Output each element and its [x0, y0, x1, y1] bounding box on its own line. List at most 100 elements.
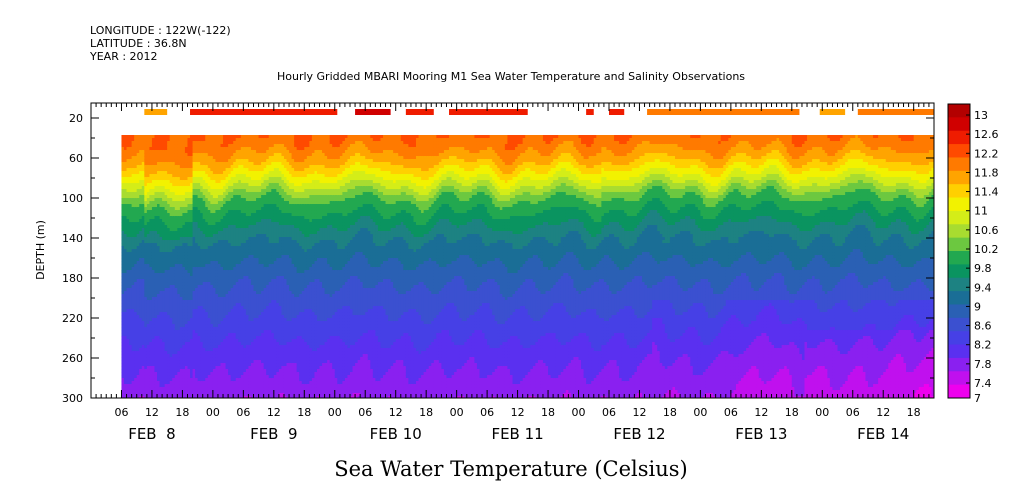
heatmap-cell	[134, 210, 138, 214]
heatmap-cell	[154, 363, 158, 367]
heatmap-cell	[169, 231, 173, 235]
heatmap-cell	[172, 264, 176, 268]
heatmap-cell	[169, 369, 173, 373]
heatmap-cell	[157, 168, 161, 172]
heatmap-cell	[121, 372, 125, 376]
heatmap-cell	[151, 138, 156, 142]
heatmap-cell	[124, 168, 128, 172]
heatmap-cell	[177, 165, 181, 169]
heatmap-cell	[134, 162, 138, 166]
heatmap-cell	[129, 195, 133, 199]
heatmap-cell	[174, 186, 178, 190]
heatmap-cell	[129, 201, 133, 205]
heatmap-cell	[121, 384, 125, 388]
heatmap-cell	[169, 192, 173, 196]
heatmap-cell	[174, 324, 178, 328]
heatmap-cell	[167, 267, 171, 271]
heatmap-cell	[177, 378, 181, 382]
heatmap-cell	[149, 396, 153, 398]
heatmap-cell	[172, 138, 176, 142]
heatmap-cell	[162, 354, 166, 358]
heatmap-cell	[139, 267, 143, 271]
heatmap-cell	[169, 321, 173, 325]
heatmap-cell	[162, 300, 166, 304]
heatmap-cell	[169, 255, 173, 259]
heatmap-cell	[144, 186, 148, 190]
heatmap-cell	[151, 321, 156, 325]
heatmap-cell	[131, 222, 135, 226]
heatmap-cell	[172, 258, 176, 262]
heatmap-column	[151, 135, 156, 398]
heatmap-cell	[149, 360, 153, 364]
heatmap-cell	[146, 354, 150, 358]
heatmap-cell	[124, 381, 128, 385]
heatmap-cell	[154, 312, 158, 316]
heatmap-cell	[129, 324, 133, 328]
heatmap-cell	[129, 312, 133, 316]
heatmap-cell	[167, 219, 171, 223]
heatmap-cell	[141, 309, 145, 313]
heatmap-cell	[139, 219, 143, 223]
heatmap-cell	[151, 147, 156, 151]
heatmap-cell	[144, 345, 148, 349]
heatmap-cell	[157, 297, 161, 301]
heatmap-cell	[154, 144, 158, 148]
heatmap-cell	[172, 201, 176, 205]
heatmap-cell	[149, 219, 153, 223]
heatmap-cell	[124, 138, 128, 142]
heatmap-cell	[134, 153, 138, 157]
heatmap-cell	[136, 285, 140, 289]
heatmap-cell	[174, 297, 178, 301]
heatmap-cell	[129, 303, 133, 307]
heatmap-cell	[167, 309, 171, 313]
heatmap-cell	[146, 381, 150, 385]
heatmap-cell	[167, 342, 171, 346]
heatmap-cell	[121, 264, 125, 268]
heatmap-cell	[172, 306, 176, 310]
heatmap-cell	[159, 147, 163, 151]
heatmap-cell	[154, 174, 158, 178]
heatmap-cell	[129, 369, 133, 373]
heatmap-cell	[141, 147, 145, 151]
heatmap-cell	[172, 189, 176, 193]
heatmap-cell	[141, 348, 145, 352]
heatmap-cell	[131, 213, 135, 217]
heatmap-cell	[177, 339, 181, 343]
heatmap-cell	[162, 150, 166, 154]
heatmap-cell	[126, 195, 130, 199]
heatmap-cell	[177, 249, 181, 253]
heatmap-cell	[129, 351, 133, 355]
heatmap-cell	[149, 291, 153, 295]
heatmap-cell	[124, 183, 128, 187]
heatmap-cell	[141, 174, 145, 178]
heatmap-cell	[177, 213, 181, 217]
heatmap-cell	[179, 198, 184, 202]
heatmap-cell	[141, 330, 145, 334]
heatmap-cell	[121, 255, 125, 259]
heatmap-cell	[139, 387, 143, 391]
heatmap-cell	[124, 303, 128, 307]
heatmap-cell	[146, 141, 150, 145]
heatmap-cell	[141, 378, 145, 382]
heatmap-cell	[151, 297, 156, 301]
heatmap-cell	[174, 366, 178, 370]
heatmap-cell	[164, 339, 168, 343]
heatmap-cell	[134, 258, 138, 262]
heatmap-cell	[157, 282, 161, 286]
heatmap-cell	[126, 327, 130, 331]
heatmap-cell	[159, 264, 163, 268]
heatmap-cell	[144, 261, 148, 265]
heatmap-cell	[172, 162, 176, 166]
heatmap-cell	[151, 270, 156, 274]
heatmap-cell	[149, 312, 153, 316]
heatmap-cell	[144, 396, 148, 398]
heatmap-cell	[159, 180, 163, 184]
heatmap-cell	[157, 267, 161, 271]
heatmap-cell	[169, 351, 173, 355]
heatmap-cell	[139, 363, 143, 367]
heatmap-cell	[131, 153, 135, 157]
heatmap-cell	[149, 252, 153, 256]
heatmap-cell	[172, 243, 176, 247]
heatmap-cell	[139, 213, 143, 217]
heatmap-cell	[126, 339, 130, 343]
